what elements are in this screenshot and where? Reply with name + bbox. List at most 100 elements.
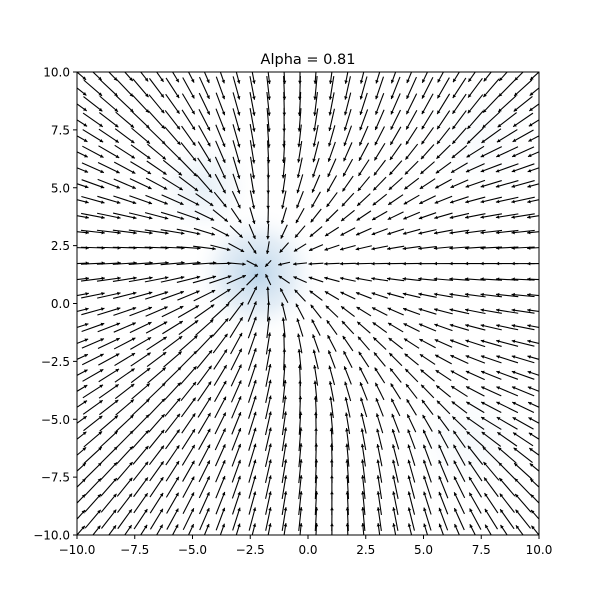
quiver-arrow xyxy=(84,463,101,480)
quiver-arrow xyxy=(324,277,339,282)
quiver-arrow xyxy=(404,195,420,204)
quiver-arrow xyxy=(388,195,403,205)
x-tick-label: 2.5 xyxy=(356,543,375,557)
quiver-arrow xyxy=(404,339,419,349)
quiver-arrow xyxy=(419,339,435,348)
quiver-arrow xyxy=(296,208,304,223)
quiver-arrow xyxy=(148,383,165,400)
quiver-arrow xyxy=(195,319,213,335)
density-blob xyxy=(407,380,532,505)
quiver-arrow xyxy=(435,339,452,347)
quiver-arrow xyxy=(149,430,164,449)
quiver-arrow xyxy=(342,176,353,191)
quiver-arrow xyxy=(358,337,370,351)
quiver-arrow xyxy=(357,211,371,221)
y-tick-label: 0.0 xyxy=(51,297,70,311)
quiver-arrow xyxy=(196,335,212,352)
quiver-arrow xyxy=(197,366,211,385)
quiver-arrow xyxy=(148,399,165,416)
y-tick-label: 10.0 xyxy=(43,66,70,80)
quiver-arrow xyxy=(373,337,386,349)
quiver-arrow xyxy=(131,368,150,383)
density-blob xyxy=(150,134,258,242)
quiver-arrow xyxy=(327,192,338,207)
quiver-arrow xyxy=(310,227,322,237)
x-tick-label: −7.5 xyxy=(120,543,149,557)
quiver-arrow xyxy=(403,292,421,297)
quiver-arrow xyxy=(403,308,420,315)
quiver-arrow xyxy=(435,355,452,364)
quiver-arrow xyxy=(83,97,102,112)
quiver-arrow xyxy=(165,110,180,129)
quiver-arrow xyxy=(371,277,388,281)
quiver-arrow xyxy=(85,478,102,495)
quiver-arrow xyxy=(115,384,134,399)
quiver-arrow xyxy=(311,209,322,222)
quiver-arrow xyxy=(180,351,197,368)
x-tick-label: −5.0 xyxy=(178,543,207,557)
quiver-arrow xyxy=(326,210,338,222)
quiver-arrow xyxy=(450,355,468,363)
quiver-arrow xyxy=(389,161,402,175)
quiver-arrow xyxy=(373,177,386,190)
quiver-arrow xyxy=(387,246,404,250)
quiver-arrow xyxy=(420,370,434,382)
quiver-arrow xyxy=(85,510,100,528)
quiver-arrow xyxy=(101,494,116,512)
quiver-arrow xyxy=(341,306,355,316)
quiver-arrow xyxy=(403,277,421,281)
quiver-arrow xyxy=(85,494,101,512)
x-tick-label: 10.0 xyxy=(526,543,553,557)
quiver-arrow xyxy=(116,415,134,431)
quiver-arrow xyxy=(328,335,337,352)
quiver-arrow xyxy=(311,305,322,319)
quiver-arrow xyxy=(147,352,166,366)
quiver-arrow xyxy=(100,415,118,431)
quiver-arrow xyxy=(356,262,372,266)
quiver-arrow xyxy=(149,111,165,129)
y-axis: −10.0−7.5−5.0−2.50.02.55.07.510.0 xyxy=(33,66,77,543)
quiver-arrow xyxy=(373,194,387,205)
quiver-arrow xyxy=(359,143,369,161)
quiver-arrow xyxy=(328,350,335,368)
quiver-arrow xyxy=(296,174,302,193)
quiver-arrow xyxy=(165,127,181,145)
quiver-arrow xyxy=(133,462,148,481)
quiver-arrow xyxy=(133,79,149,97)
quiver-arrow xyxy=(357,307,371,316)
quiver-arrow xyxy=(403,212,420,219)
quiver-arrow xyxy=(99,400,118,415)
quiver-arrow xyxy=(387,292,404,298)
quiver-arrow xyxy=(311,192,320,208)
quiver-arrow xyxy=(281,191,286,209)
quiver-arrow xyxy=(515,494,531,512)
quiver-arrow xyxy=(434,293,453,298)
quiver-arrow xyxy=(84,431,102,447)
quiver-arrow xyxy=(359,367,368,384)
quiver-arrow xyxy=(356,228,371,235)
quiver-arrow xyxy=(405,369,418,382)
quiver-arrow xyxy=(312,319,321,335)
quiver-arrow xyxy=(390,368,401,382)
x-tick-label: −2.5 xyxy=(236,543,265,557)
quiver-arrow xyxy=(420,354,435,364)
quiver-arrow xyxy=(330,443,334,466)
x-tick-label: 0.0 xyxy=(298,543,317,557)
quiver-arrow xyxy=(312,175,320,193)
quiver-arrow xyxy=(450,308,470,313)
quiver-arrow xyxy=(116,431,133,448)
quiver-arrow xyxy=(359,352,369,367)
quiver-arrow xyxy=(390,127,400,145)
y-tick-label: −7.5 xyxy=(41,471,70,485)
quiver-arrow xyxy=(419,323,436,331)
quiver-arrow xyxy=(403,229,420,235)
quiver-arrow xyxy=(118,509,132,528)
quiver-arrow xyxy=(516,510,531,529)
quiver-arrow xyxy=(149,78,163,97)
quiver-arrow xyxy=(343,159,353,176)
quiver-arrow xyxy=(101,510,116,529)
quiver-arrow xyxy=(84,80,102,96)
quiver-arrow xyxy=(342,321,354,334)
quiver-arrow xyxy=(340,245,356,250)
